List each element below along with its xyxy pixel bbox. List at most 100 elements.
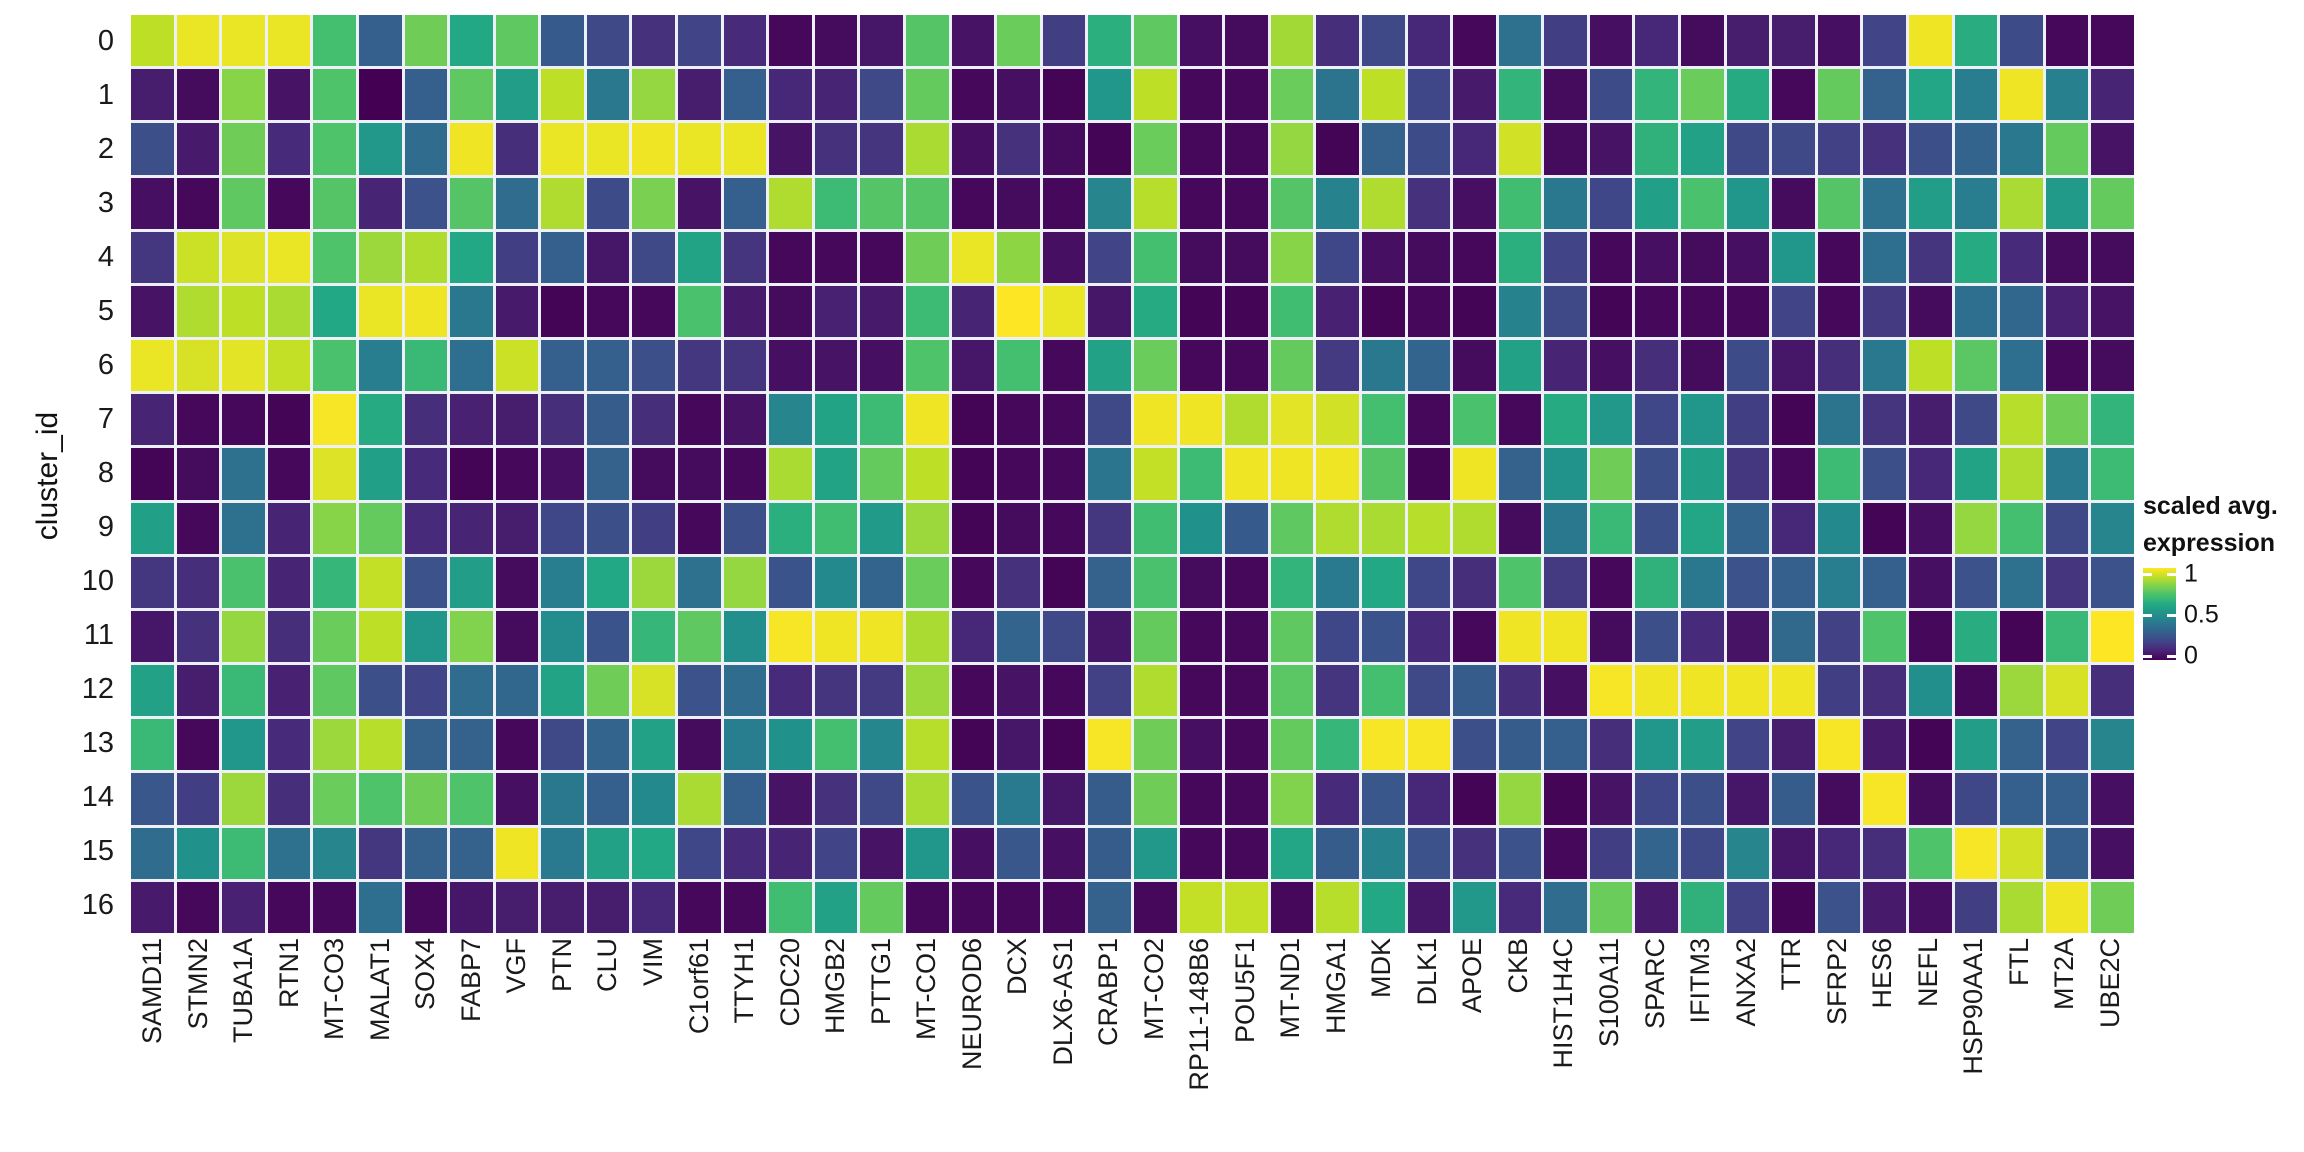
x-tick-label: ANXA2: [1730, 938, 1761, 1027]
heatmap-cell: [997, 448, 1040, 500]
heatmap-cell: [723, 340, 767, 392]
heatmap-cell: [1635, 69, 1679, 121]
heatmap-cell: [267, 394, 311, 446]
heatmap-cell: [495, 665, 539, 717]
heatmap-cell: [769, 340, 812, 392]
heatmap-cell: [1635, 881, 1679, 933]
heatmap-cell: [678, 15, 721, 67]
heatmap-cell: [1635, 773, 1679, 825]
y-axis-tick-labels: 0 1 2 3 4 5 6 7 8 9 10 11 12 13 14 15 16: [0, 14, 118, 932]
heatmap-cell: [1270, 827, 1314, 879]
heatmap-cell: [358, 773, 402, 825]
x-tick-label: IFITM3: [1685, 938, 1716, 1024]
heatmap-cell: [1088, 502, 1131, 554]
heatmap-cell: [1361, 177, 1405, 229]
heatmap-cell: [951, 773, 995, 825]
heatmap-cell: [313, 502, 356, 554]
heatmap-cell: [1954, 285, 1998, 338]
heatmap-cell: [1088, 448, 1131, 500]
heatmap-cell: [951, 340, 995, 392]
heatmap-cell: [1316, 15, 1359, 67]
heatmap-cell: [723, 881, 767, 933]
heatmap-cell: [404, 610, 448, 663]
heatmap-cell: [632, 556, 676, 608]
heatmap-cell: [678, 719, 721, 771]
heatmap-cell: [1088, 340, 1131, 392]
heatmap-cell: [1407, 394, 1451, 446]
heatmap-cell: [632, 610, 676, 663]
heatmap-cell: [2045, 123, 2089, 175]
heatmap-cell: [1954, 69, 1998, 121]
heatmap-cell: [1179, 773, 1223, 825]
heatmap-cell: [1954, 502, 1998, 554]
heatmap-cell: [586, 556, 630, 608]
heatmap-cell: [632, 665, 676, 717]
heatmap-cell: [2091, 719, 2134, 771]
heatmap-cell: [1179, 340, 1223, 392]
heatmap-cell: [267, 340, 311, 392]
heatmap-cell: [1589, 15, 1633, 67]
heatmap-grid: [130, 14, 2135, 934]
heatmap-cell: [1726, 394, 1770, 446]
heatmap-cell: [267, 665, 311, 717]
y-tick-label: 6: [97, 348, 114, 381]
heatmap-cell: [541, 448, 584, 500]
heatmap-cell: [176, 177, 220, 229]
heatmap-cell: [222, 177, 265, 229]
heatmap-cell: [1407, 231, 1451, 283]
heatmap-cell: [586, 177, 630, 229]
heatmap-cell: [131, 394, 174, 446]
heatmap-cell: [267, 556, 311, 608]
heatmap-cell: [1589, 719, 1633, 771]
heatmap-cell: [176, 123, 220, 175]
heatmap-cell: [860, 340, 904, 392]
heatmap-cell: [586, 448, 630, 500]
heatmap-cell: [814, 502, 858, 554]
heatmap-cell: [1361, 15, 1405, 67]
heatmap-cell: [586, 502, 630, 554]
heatmap-cell: [1407, 827, 1451, 879]
heatmap-cell: [131, 177, 174, 229]
heatmap-cell: [997, 69, 1040, 121]
heatmap-cell: [495, 340, 539, 392]
heatmap-cell: [1042, 15, 1086, 67]
heatmap-cell: [723, 556, 767, 608]
heatmap-cell: [2091, 340, 2134, 392]
heatmap-cell: [1133, 719, 1177, 771]
heatmap-cell: [1225, 556, 1268, 608]
heatmap-cell: [678, 665, 721, 717]
heatmap-cell: [860, 123, 904, 175]
heatmap-cell: [814, 556, 858, 608]
heatmap-cell: [1954, 665, 1998, 717]
heatmap-cell: [541, 177, 584, 229]
heatmap-cell: [951, 123, 995, 175]
heatmap-cell: [906, 394, 949, 446]
legend-tick-mark: [2143, 573, 2152, 576]
heatmap-cell: [906, 827, 949, 879]
heatmap-cell: [1589, 665, 1633, 717]
heatmap-cell: [1316, 285, 1359, 338]
heatmap-cell: [1909, 881, 1952, 933]
heatmap-cell: [1453, 610, 1496, 663]
heatmap-cell: [131, 340, 174, 392]
heatmap-cell: [1498, 773, 1542, 825]
heatmap-cell: [678, 340, 721, 392]
heatmap-cell: [1498, 881, 1542, 933]
heatmap-cell: [1270, 881, 1314, 933]
heatmap-cell: [678, 285, 721, 338]
heatmap-cell: [1042, 502, 1086, 554]
heatmap-cell: [1270, 610, 1314, 663]
heatmap-cell: [541, 827, 584, 879]
heatmap-cell: [404, 556, 448, 608]
y-tick-label: 1: [97, 78, 114, 111]
heatmap-cell: [1361, 719, 1405, 771]
heatmap-cell: [1133, 773, 1177, 825]
x-tick-label: PTN: [546, 938, 577, 992]
y-tick-label: 15: [81, 834, 114, 867]
legend-colorbar: 1 0.5 0: [2143, 560, 2219, 670]
heatmap-cell: [450, 448, 493, 500]
heatmap-cell: [1042, 773, 1086, 825]
heatmap-cell: [1088, 773, 1131, 825]
heatmap-cell: [1270, 665, 1314, 717]
heatmap-cell: [404, 340, 448, 392]
